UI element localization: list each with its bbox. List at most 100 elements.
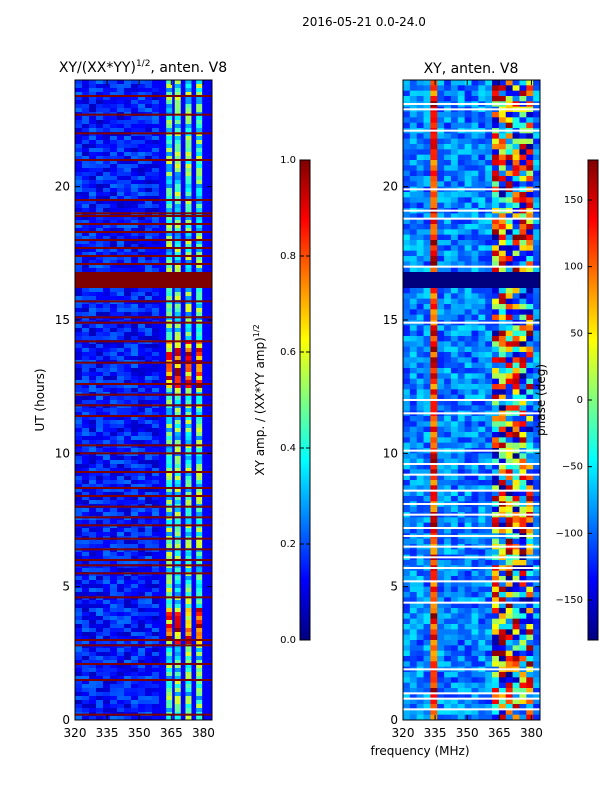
amplitude-cell (152, 208, 159, 213)
amplitude-cell (110, 632, 117, 637)
amplitude-cell (131, 204, 138, 209)
amplitude-cell (152, 672, 159, 677)
phase-cell (450, 693, 459, 699)
phase-cell (464, 437, 472, 443)
amplitude-cell (110, 124, 117, 129)
phase-cell (409, 618, 417, 625)
amplitude-cell (145, 648, 152, 653)
amplitude-colorbar-ticks: 0.00.20.40.60.81.0 (280, 155, 310, 646)
phase-cell (437, 688, 445, 694)
amplitude-band-cell (196, 192, 203, 197)
amplitude-band-cell (166, 420, 173, 425)
phase-cell (403, 405, 411, 411)
phase-cell (526, 688, 534, 694)
amplitude-band-cell (174, 252, 181, 257)
phase-cell (471, 138, 479, 145)
phase-cell (423, 112, 431, 118)
phase-cell (526, 378, 534, 385)
phase-cell (437, 138, 445, 145)
phase-cell (423, 309, 431, 315)
amplitude-cell (124, 208, 131, 213)
phase-cell (437, 613, 445, 619)
phase-cell (471, 592, 479, 598)
phase-cell (457, 437, 465, 443)
amplitude-cell (152, 632, 159, 637)
phase-cell (478, 650, 486, 657)
amplitude-band-cell (166, 380, 173, 385)
amplitude-cell (110, 412, 117, 417)
amplitude-cell (82, 520, 89, 525)
amplitude-cell (110, 96, 117, 101)
phase-cell (409, 197, 417, 203)
amplitude-cell (110, 700, 117, 705)
phase-cell (430, 485, 438, 491)
phase-cell (437, 474, 445, 481)
amplitude-cell (110, 116, 117, 121)
amplitude-band-cell (174, 368, 181, 373)
amplitude-cell (103, 656, 110, 661)
amplitude-cell (96, 688, 103, 693)
amplitude-cell (124, 204, 131, 209)
amplitude-cell (89, 448, 96, 453)
phase-cell (519, 160, 527, 166)
amplitude-band-cell (166, 604, 173, 609)
amplitude-cell (124, 484, 131, 489)
amplitude-cell (117, 664, 124, 669)
amplitude-band-cell (196, 508, 203, 513)
phase-cell (505, 138, 513, 145)
phase-cell (403, 661, 411, 667)
phase-cell (403, 437, 411, 443)
amplitude-cell (110, 192, 117, 197)
amplitude-band-cell (174, 124, 181, 129)
phase-cell (416, 560, 424, 566)
amplitude-cell (138, 372, 145, 377)
amplitude-band-cell (166, 680, 173, 685)
amplitude-cell (82, 304, 89, 309)
phase-cell (505, 672, 513, 678)
amplitude-ytick-label: 5 (62, 580, 70, 594)
phase-cell (437, 480, 445, 486)
phase-cell (416, 122, 424, 129)
phase-cell (478, 517, 486, 523)
amplitude-cell (89, 440, 96, 445)
amplitude-band-cell (196, 268, 203, 273)
amplitude-cell (89, 368, 96, 373)
amplitude-cell (152, 408, 159, 413)
amplitude-cell (96, 696, 103, 701)
phase-cell (533, 453, 540, 459)
phase-cell (403, 112, 411, 118)
phase-cell (450, 346, 459, 353)
phase-cell (430, 517, 438, 523)
amplitude-cell (103, 288, 110, 293)
amplitude-cell (103, 544, 110, 549)
amplitude-cell (117, 104, 124, 109)
phase-cell (403, 581, 411, 587)
phase-cell (485, 357, 493, 363)
phase-cell (403, 234, 411, 241)
amplitude-cell (89, 556, 96, 561)
amplitude-cell (117, 120, 124, 125)
phase-cell (464, 613, 472, 619)
amplitude-cell (103, 696, 110, 701)
amplitude-cell (96, 668, 103, 673)
phase-cell (403, 224, 411, 230)
amplitude-cell (110, 624, 117, 629)
phase-cell (437, 256, 445, 262)
amplitude-cell (117, 436, 124, 441)
amplitude-band-cell (174, 604, 181, 609)
phase-cell (409, 528, 417, 534)
phase-cell (485, 245, 493, 251)
phase-cell (423, 149, 431, 155)
amplitude-cell (82, 232, 89, 237)
amplitude-cell (117, 356, 124, 361)
amplitude-band-cell (166, 164, 173, 169)
amplitude-cell (110, 716, 117, 720)
amplitude-band-cell (185, 104, 192, 109)
phase-cell (457, 373, 465, 379)
amplitude-cell (117, 196, 124, 201)
phase-cell (437, 656, 445, 662)
amplitude-cell (131, 336, 138, 341)
phase-cell (464, 368, 472, 374)
phase-cell (505, 602, 513, 609)
phase-cell (492, 608, 500, 614)
